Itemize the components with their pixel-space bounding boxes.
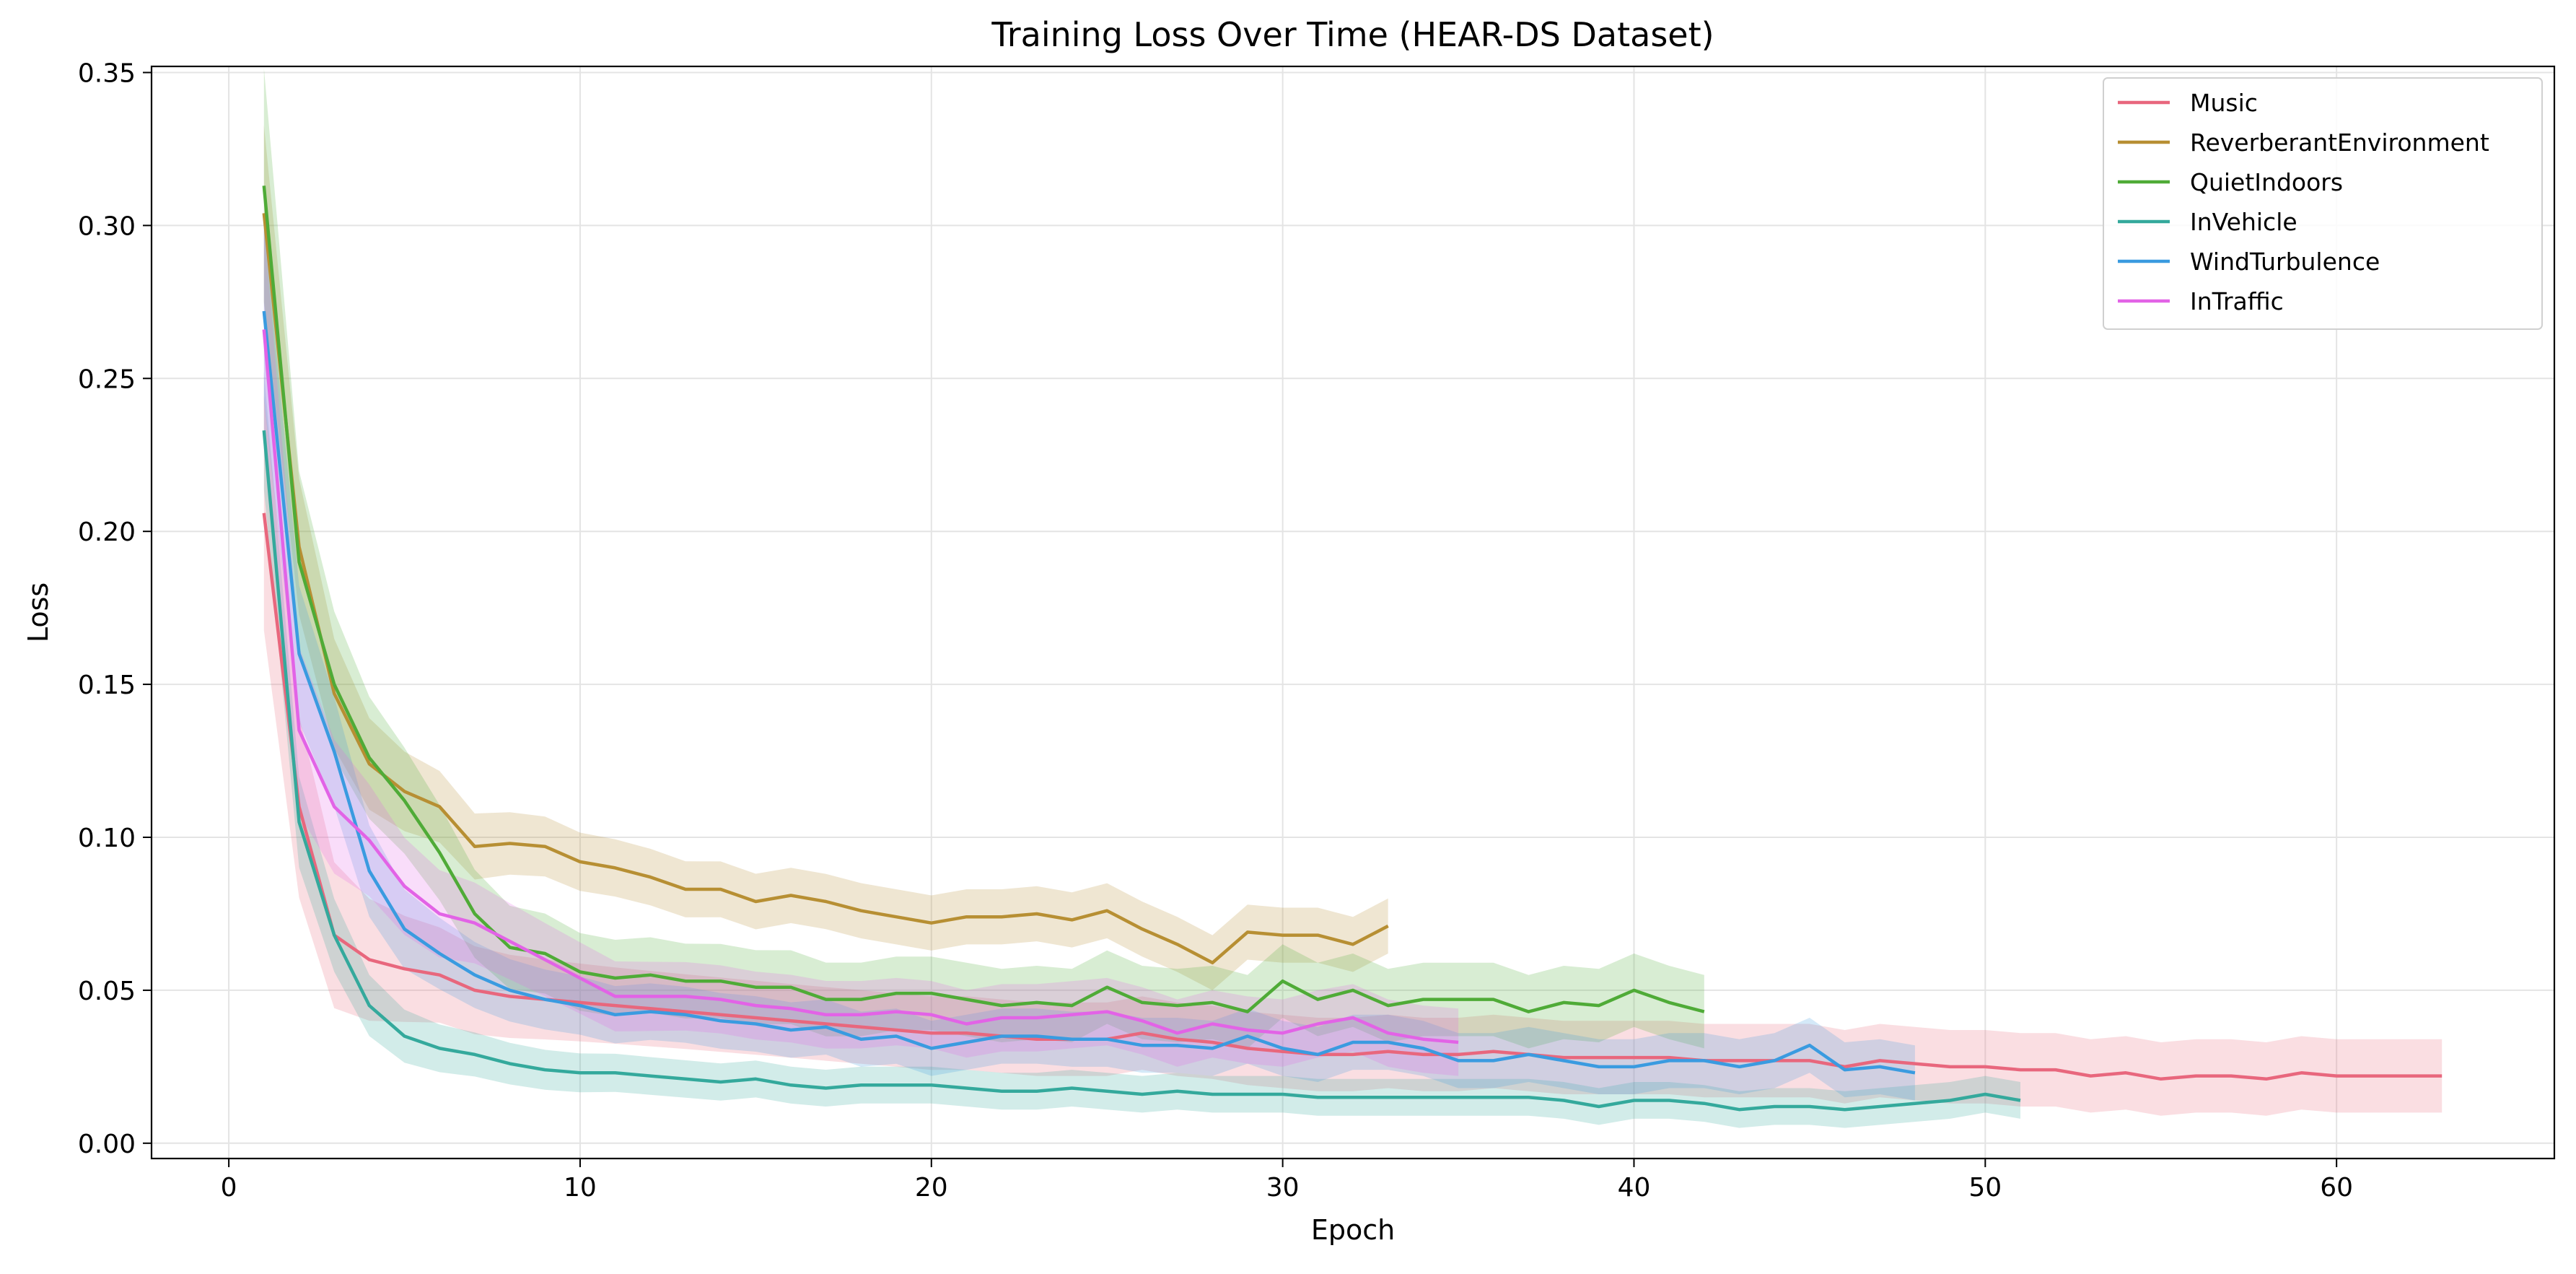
x-tick-label: 20 bbox=[915, 1173, 948, 1203]
legend-entry: WindTurbulence bbox=[2190, 248, 2380, 276]
series-line-WindTurbulence bbox=[262, 310, 1916, 1075]
axis-ticks: 0 10 20 30 40 50 60 0.00 0.05 0.10 0.15 0.20 0.25 0.3… bbox=[78, 58, 2353, 1203]
band-Music bbox=[263, 396, 2443, 1116]
confidence-bands bbox=[263, 68, 2443, 1128]
x-tick-label: 60 bbox=[2320, 1173, 2353, 1203]
y-tick-label: 0.10 bbox=[78, 824, 136, 853]
series-line-InVehicle bbox=[262, 430, 2021, 1112]
y-tick-label: 0.00 bbox=[78, 1130, 136, 1159]
chart-title: Training Loss Over Time (HEAR-DS Dataset… bbox=[991, 15, 1714, 54]
series-line-ReverberantEnvironment bbox=[262, 213, 1389, 965]
plot-frame bbox=[150, 65, 2556, 1160]
legend-entry: QuietIndoors bbox=[2190, 168, 2343, 196]
series-line-Music bbox=[262, 512, 2443, 1081]
series-lines bbox=[262, 186, 2443, 1112]
y-axis-label: Loss bbox=[22, 583, 54, 642]
x-tick-label: 0 bbox=[221, 1173, 237, 1203]
y-tick-label: 0.05 bbox=[78, 977, 136, 1006]
band-InVehicle bbox=[263, 372, 2020, 1128]
band-InTraffic bbox=[263, 222, 1459, 1076]
y-tick-label: 0.15 bbox=[78, 671, 136, 700]
x-tick-label: 50 bbox=[1968, 1173, 2002, 1203]
y-tick-label: 0.20 bbox=[78, 518, 136, 547]
legend-box bbox=[2103, 77, 2543, 330]
legend-entry: InTraffic bbox=[2190, 287, 2284, 315]
legend-entry: ReverberantEnvironment bbox=[2190, 128, 2489, 157]
legend-entry: InVehicle bbox=[2190, 208, 2297, 236]
x-tick-label: 40 bbox=[1618, 1173, 1651, 1203]
series-line-QuietIndoors bbox=[262, 186, 1705, 1013]
y-tick-label: 0.30 bbox=[78, 211, 136, 241]
grid bbox=[152, 66, 2554, 1159]
x-tick-label: 30 bbox=[1266, 1173, 1300, 1203]
legend-entry: Music bbox=[2190, 89, 2258, 117]
y-tick-label: 0.25 bbox=[78, 365, 136, 394]
x-axis-label: Epoch bbox=[1311, 1214, 1395, 1246]
y-tick-label: 0.35 bbox=[78, 58, 136, 88]
legend: Music ReverberantEnvironment QuietIndoors I… bbox=[2103, 77, 2543, 330]
series-line-InTraffic bbox=[262, 329, 1459, 1044]
x-tick-label: 10 bbox=[564, 1173, 597, 1203]
